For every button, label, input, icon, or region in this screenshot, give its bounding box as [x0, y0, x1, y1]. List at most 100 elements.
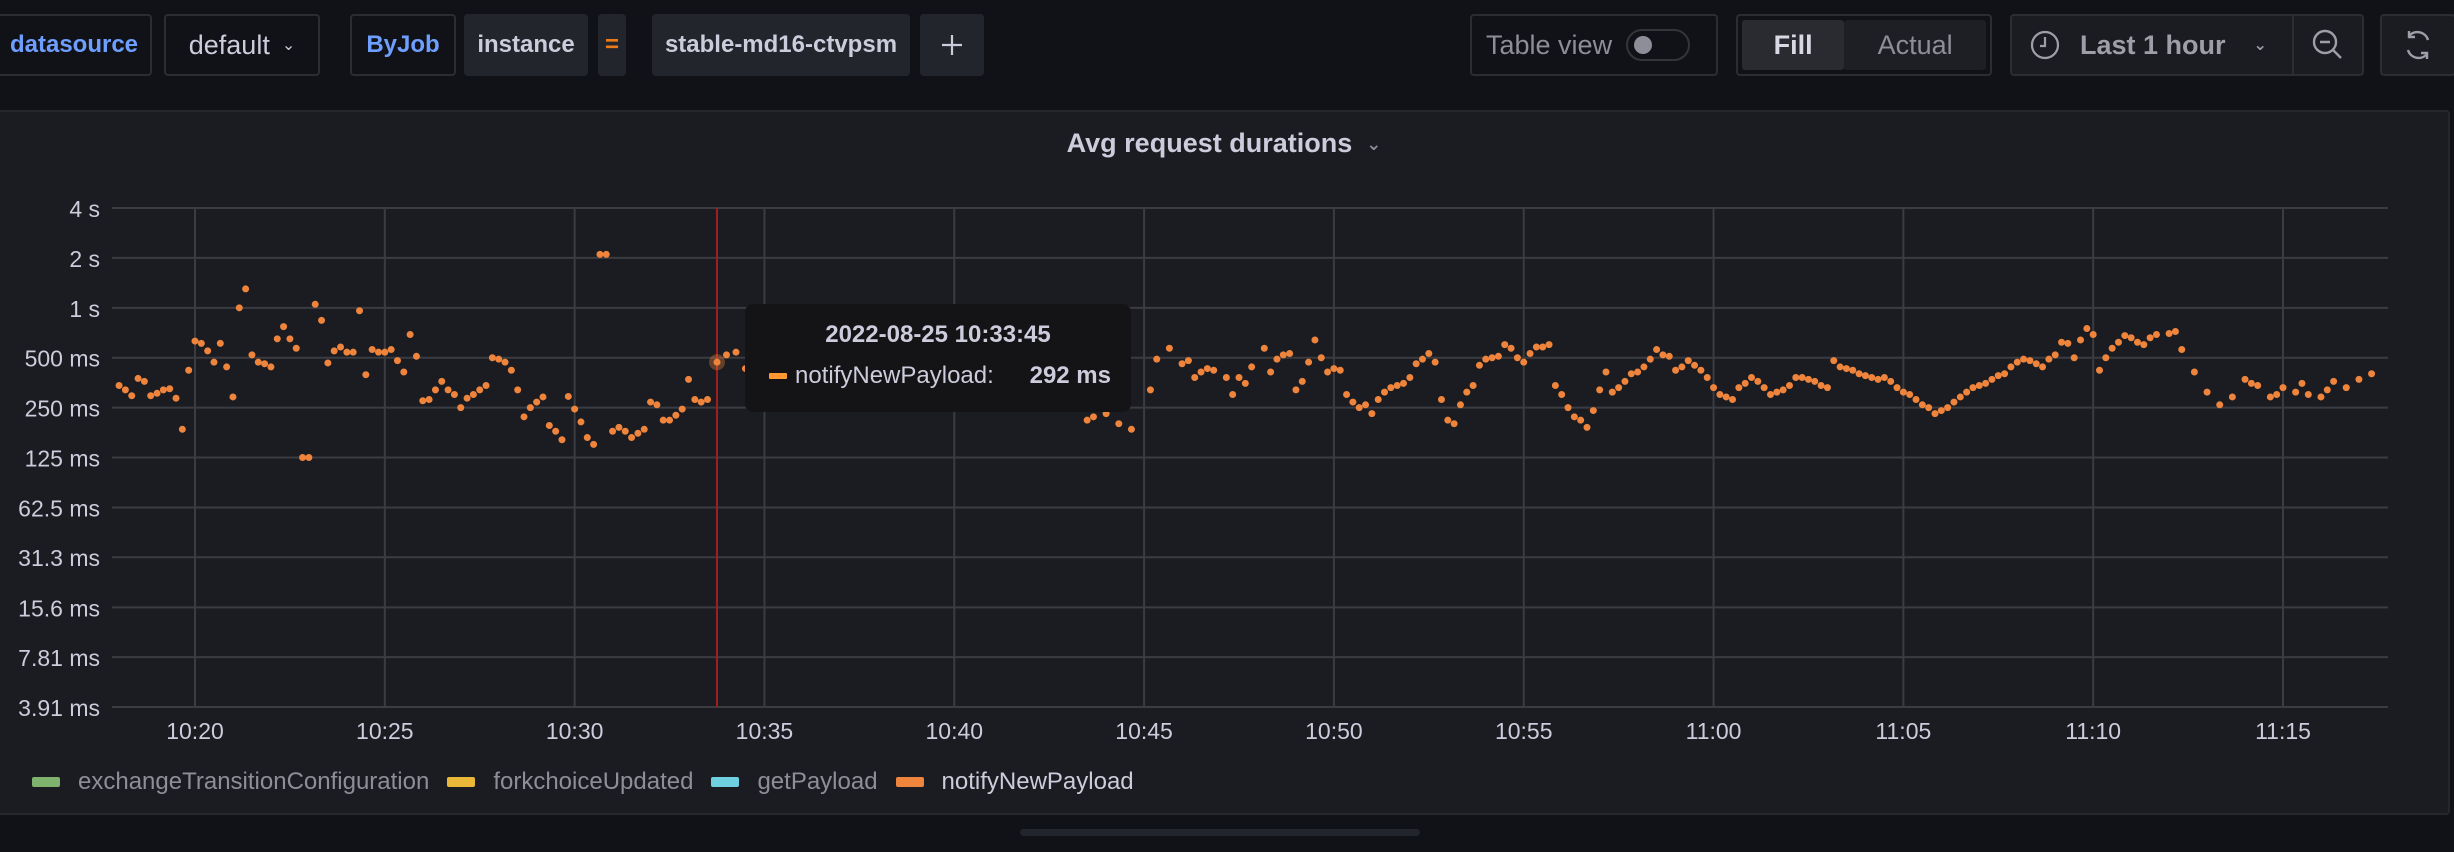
data-point	[1925, 404, 1933, 412]
data-point	[602, 250, 610, 258]
data-point	[704, 395, 712, 403]
data-point	[1229, 391, 1237, 399]
legend-label: getPayload	[757, 768, 878, 795]
data-point	[1811, 377, 1819, 385]
data-point	[128, 392, 136, 400]
refresh-button[interactable]	[2380, 14, 2454, 76]
data-point	[1463, 388, 1471, 396]
data-point	[2342, 384, 2350, 392]
zoom-out-button[interactable]	[2294, 28, 2362, 62]
data-point	[1950, 398, 1958, 406]
data-point	[1823, 384, 1831, 392]
add-filter-button[interactable]	[920, 14, 984, 76]
data-point	[2323, 386, 2331, 394]
data-point	[1988, 375, 1996, 383]
data-point	[659, 416, 667, 424]
data-point	[210, 358, 218, 366]
data-point	[343, 348, 351, 356]
tooltip-time: 2022-08-25 10:33:45	[825, 321, 1051, 348]
data-point	[1697, 366, 1705, 374]
data-point	[2096, 366, 2104, 374]
data-point	[1596, 386, 1604, 394]
tooltip-row: notifyNewPayload: 292 ms	[769, 362, 1111, 390]
plus-icon	[942, 35, 962, 55]
legend-swatch	[895, 777, 924, 787]
data-point	[501, 358, 509, 366]
data-point	[2140, 341, 2148, 349]
time-range-label: Last 1 hour	[2080, 29, 2226, 60]
data-point	[1083, 416, 1091, 424]
data-point	[1381, 388, 1389, 396]
data-point	[1564, 404, 1572, 412]
legend-item[interactable]: forkchoiceUpdated	[447, 768, 693, 796]
data-point	[1748, 373, 1756, 381]
actual-option[interactable]: Actual	[1844, 20, 1986, 70]
data-point	[1716, 391, 1724, 399]
filter-operator-text: =	[604, 31, 619, 58]
datasource-select[interactable]: default ⌄	[164, 14, 320, 76]
zoom-out-icon	[2312, 29, 2342, 59]
data-point	[2020, 355, 2028, 363]
data-point	[356, 307, 364, 315]
data-point	[1602, 368, 1610, 376]
data-point	[1191, 373, 1199, 381]
data-point	[273, 335, 281, 343]
data-point	[1577, 416, 1585, 424]
data-point	[2190, 368, 2198, 376]
table-view-label: Table view	[1486, 29, 1613, 60]
data-point	[653, 401, 661, 409]
fill-option[interactable]: Fill	[1742, 20, 1845, 70]
filter-field[interactable]: instance	[464, 14, 588, 76]
filter-operator[interactable]: =	[598, 14, 626, 76]
hover-tooltip: 2022-08-25 10:33:45 notifyNewPayload: 29…	[745, 304, 1131, 412]
legend-item[interactable]: getPayload	[711, 768, 878, 796]
legend-item[interactable]: exchangeTransitionConfiguration	[32, 768, 429, 796]
data-point	[1672, 366, 1680, 374]
data-point	[2241, 375, 2249, 383]
legend-label: forkchoiceUpdated	[493, 768, 694, 795]
data-point	[159, 386, 167, 394]
data-point	[1678, 363, 1686, 371]
data-point	[1222, 373, 1230, 381]
filter-value[interactable]: stable-md16-ctvpsm	[652, 14, 910, 76]
data-point	[1804, 375, 1812, 383]
data-point	[2001, 370, 2009, 378]
data-point	[438, 377, 446, 385]
data-point	[242, 285, 250, 293]
chart-legend: exchangeTransitionConfiguration forkchoic…	[32, 768, 1152, 796]
tooltip-value: 292 ms	[1029, 362, 1111, 389]
hovered-point-halo	[709, 354, 725, 371]
data-point	[267, 363, 275, 371]
data-point	[1729, 395, 1737, 403]
data-point	[115, 381, 123, 389]
data-point	[1241, 379, 1249, 387]
y-tick-label: 125 ms	[25, 446, 100, 472]
data-point	[1260, 344, 1268, 352]
panel-title[interactable]: Avg request durations ⌄	[0, 128, 2448, 159]
y-tick-label: 15.6 ms	[18, 595, 100, 621]
data-point	[1760, 384, 1768, 392]
data-point	[1210, 366, 1218, 374]
data-point	[1558, 391, 1566, 399]
data-point	[1494, 352, 1502, 360]
data-point	[2045, 355, 2053, 363]
data-point	[1437, 395, 1445, 403]
horizontal-scrollbar[interactable]	[1020, 829, 1420, 836]
data-point	[533, 398, 541, 406]
data-point	[172, 394, 180, 402]
data-point	[286, 335, 294, 343]
legend-item[interactable]: notifyNewPayload	[895, 768, 1134, 796]
data-point	[564, 392, 572, 400]
table-view-switch[interactable]	[1626, 29, 1691, 61]
data-point	[349, 348, 357, 356]
data-point	[488, 354, 496, 362]
data-point	[1982, 379, 1990, 387]
data-point	[2165, 329, 2173, 337]
data-point	[2114, 338, 2122, 346]
data-point	[1779, 386, 1787, 394]
time-range-button[interactable]: Last 1 hour ⌄	[2012, 16, 2294, 74]
data-point	[1583, 423, 1591, 431]
y-tick-label: 31.3 ms	[18, 545, 100, 571]
data-point	[2083, 325, 2091, 333]
